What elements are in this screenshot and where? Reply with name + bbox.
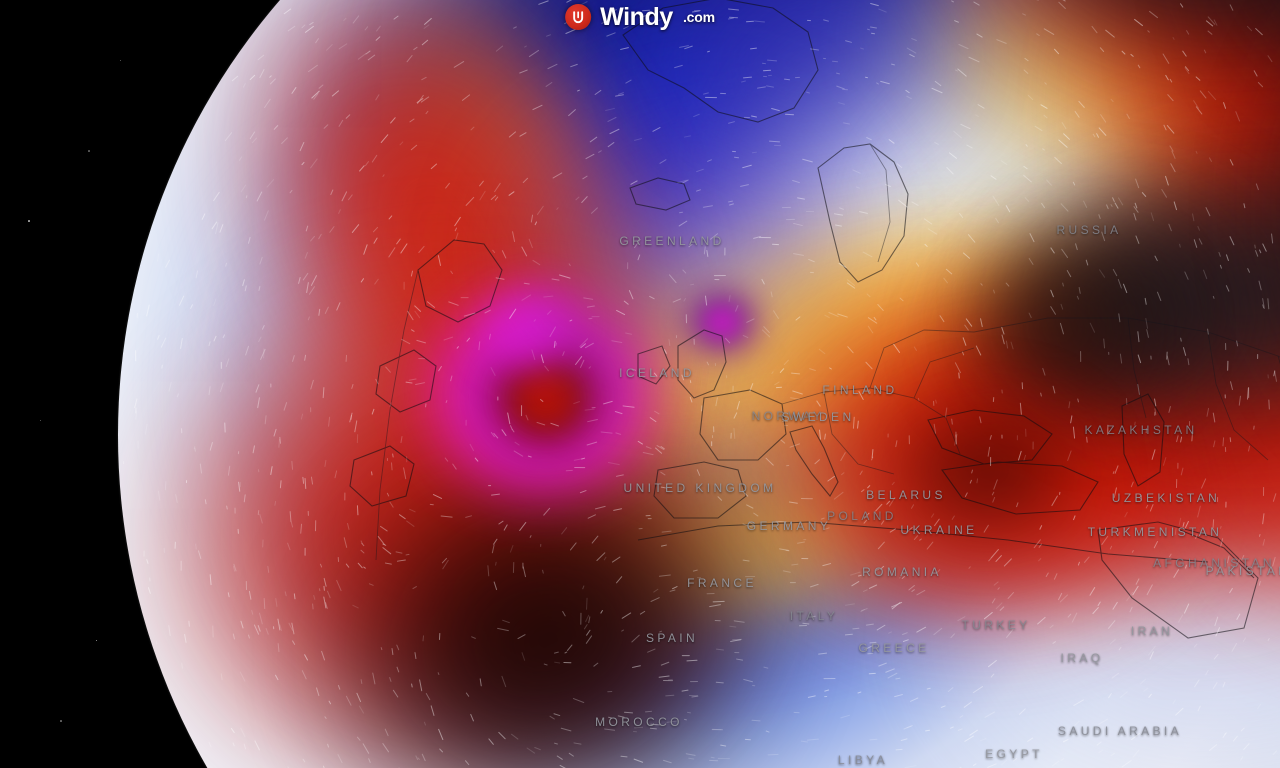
map-label-morocco: MOROCCO (595, 715, 683, 729)
weather-globe[interactable] (118, 0, 1280, 768)
windy-logo-text: Windy (600, 2, 673, 31)
map-label-egypt: EGYPT (985, 747, 1043, 761)
map-label-uzbekistan: UZBEKISTAN (1111, 491, 1221, 505)
map-label-kazakhstan: KAZAKHSTAN (1084, 423, 1198, 437)
map-label-romania: ROMANIA (862, 565, 942, 579)
star (28, 220, 30, 222)
map-label-spain: SPAIN (645, 631, 699, 645)
map-label-greenland: GREENLAND (619, 234, 725, 248)
windy-logo-icon (565, 4, 592, 30)
map-label-saudi-arabia: SAUDI ARABIA (1057, 724, 1183, 738)
map-label-pakistan: PAKISTAN (1205, 564, 1280, 578)
map-label-libya: LIBYA (837, 753, 889, 767)
globe-limb-glow (118, 0, 1280, 768)
map-label-iraq: IRAQ (1060, 651, 1104, 665)
map-label-united-kingdom: UNITED KINGDOM (623, 481, 777, 495)
star (60, 720, 62, 722)
star (40, 420, 41, 421)
map-label-sweden: SWEDEN (781, 410, 855, 424)
windy-logo-tld: .com (682, 9, 715, 25)
map-label-norway: NORWAY (751, 409, 825, 423)
star (88, 150, 90, 152)
map-label-afghanistan: AFGHANISTAN (1153, 556, 1275, 570)
map-label-italy: ITALY (789, 609, 839, 623)
map-label-finland: FINLAND (822, 383, 898, 397)
map-label-poland: POLAND (827, 509, 897, 523)
windy-logo[interactable]: Windy .com (565, 4, 715, 30)
map-label-turkey: TURKEY (961, 618, 1031, 632)
map-label-turkmenistan: TURKMENISTAN (1087, 525, 1223, 539)
map-label-russia: RUSSIA (1056, 223, 1122, 237)
map-label-germany: GERMANY (746, 519, 832, 533)
map-label-iceland: ICELAND (619, 366, 695, 380)
star (96, 640, 97, 641)
map-label-belarus: BELARUS (866, 488, 946, 502)
globe-limb-shadow (118, 0, 1280, 768)
map-label-greece: GREECE (858, 641, 930, 655)
map-label-france: FRANCE (687, 576, 757, 590)
map-label-iran: IRAN (1130, 624, 1174, 638)
map-label-ukraine: UKRAINE (900, 523, 978, 537)
